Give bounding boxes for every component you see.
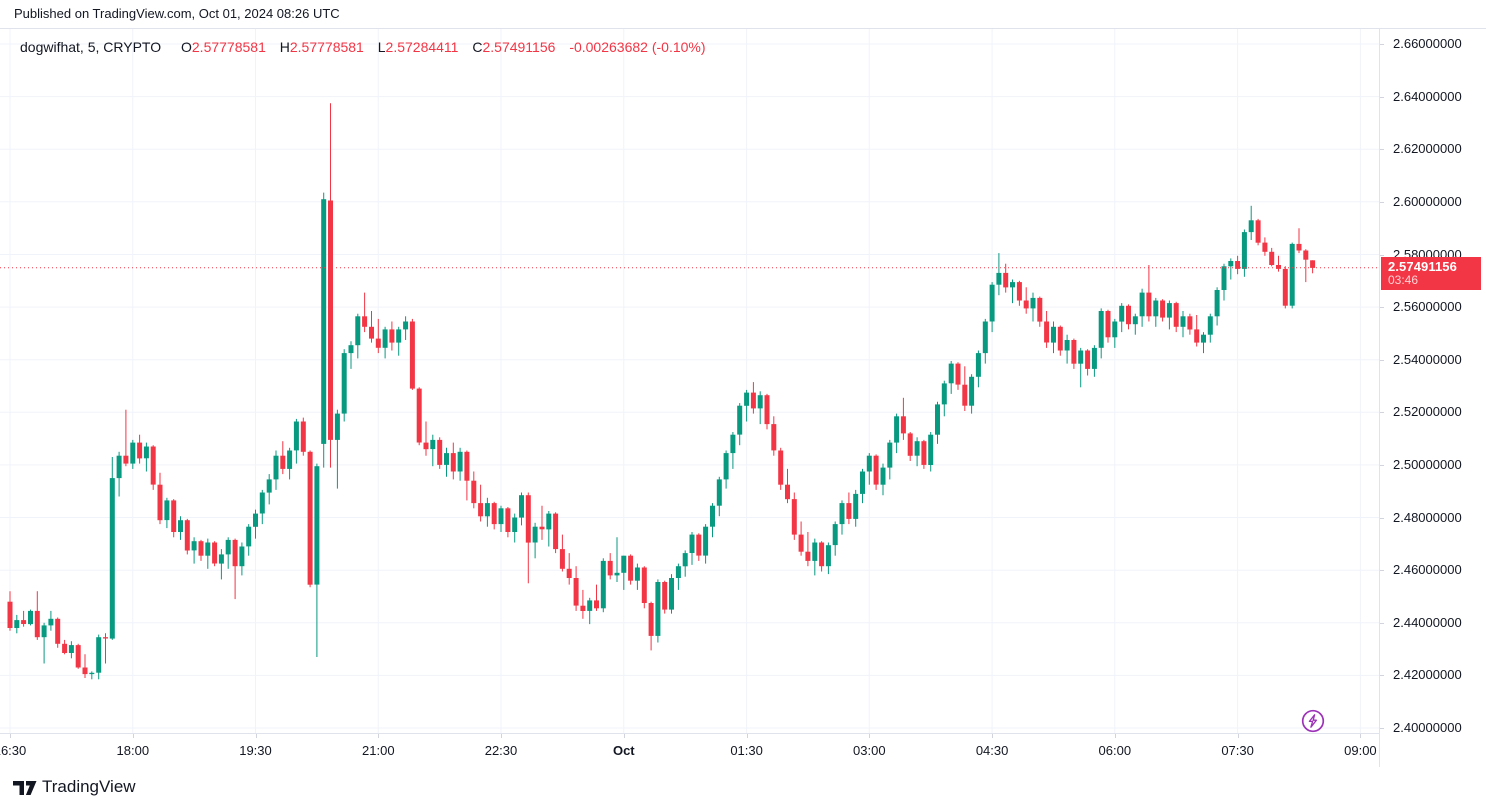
time-label: 06:00 (1098, 743, 1132, 758)
tradingview-logo-icon[interactable] (12, 779, 38, 797)
ohlc-open-value: 2.57778581 (191, 39, 266, 55)
price-tick (1380, 517, 1384, 519)
candles (7, 103, 1316, 680)
price-tick (1380, 464, 1384, 466)
time-tick (132, 734, 134, 738)
price-tick (1380, 307, 1384, 309)
ohlc-low-value: 2.57284411 (385, 39, 459, 55)
price-tick (1380, 96, 1384, 98)
time-tick (10, 734, 11, 738)
price-tick (1380, 201, 1384, 203)
symbol-legend[interactable]: dogwifhat, 5, CRYPTO O2.57778581 H2.5777… (20, 39, 706, 55)
ohlc-close-value: 2.57491156 (482, 39, 556, 55)
price-label: 2.52000000 (1393, 404, 1462, 420)
price-tick (1380, 149, 1384, 151)
ohlc-high-value: 2.57778581 (289, 39, 364, 55)
time-tick (1114, 734, 1116, 738)
time-tick (623, 734, 625, 738)
price-label: 2.40000000 (1393, 720, 1462, 735)
lightning-icon[interactable] (1300, 708, 1326, 734)
time-label: 21:00 (362, 743, 395, 758)
price-label: 2.60000000 (1393, 193, 1462, 209)
time-label: 04:30 (975, 743, 1009, 758)
ohlc-close-label: C (472, 39, 483, 55)
price-label: 2.64000000 (1393, 88, 1462, 104)
publish-text: Published on TradingView.com, Oct 01, 20… (14, 6, 340, 21)
price-label: 2.42000000 (1393, 667, 1462, 683)
last-price-value: 2.57491156 (1388, 258, 1457, 274)
time-tick (992, 734, 994, 738)
time-label: 09:00 (1344, 743, 1377, 758)
price-tick (1380, 412, 1384, 414)
price-tick (1380, 44, 1384, 45)
time-tick (1237, 734, 1239, 738)
time-tick (1360, 734, 1362, 738)
time-label: 18:00 (116, 743, 150, 758)
ohlc-open-label: O (181, 39, 192, 55)
candlestick-chart[interactable] (0, 29, 1379, 733)
time-label: 22:30 (484, 743, 518, 758)
price-tick (1380, 675, 1384, 677)
time-tick (746, 734, 748, 738)
change-value: -0.00263682 (-0.10%) (569, 39, 706, 55)
price-label: 2.56000000 (1393, 299, 1462, 315)
time-label: 16:30 (0, 743, 27, 758)
time-tick (501, 734, 502, 738)
tradingview-brand-text[interactable]: TradingView (42, 777, 136, 796)
ohlc-high-label: H (279, 39, 290, 55)
price-label: 2.44000000 (1393, 614, 1462, 630)
price-tick (1380, 254, 1384, 256)
time-label: 01:30 (730, 743, 763, 758)
price-label: 2.62000000 (1393, 141, 1462, 157)
time-label: 19:30 (239, 743, 272, 758)
price-tick (1380, 728, 1384, 729)
time-tick (255, 734, 257, 738)
time-axis[interactable]: 16:30 18:00 19:30 21:00 22:30 Oct 01:30 03:00 04… (0, 733, 1379, 768)
price-label: 2.48000000 (1393, 509, 1462, 525)
footer: TradingView (0, 767, 1486, 809)
price-tick (1380, 622, 1384, 624)
price-axis[interactable]: 2.57491156 03:46 2.66000000 2.64000000 2.6… (1379, 29, 1486, 767)
ohlc-low-label: L (377, 39, 386, 55)
time-tick (869, 734, 871, 738)
time-tick (378, 734, 380, 738)
time-label: Oct (612, 743, 635, 758)
last-price-label: 2.57491156 03:46 (1381, 256, 1481, 290)
lightning-icon-svg (1301, 709, 1325, 733)
price-label: 2.50000000 (1393, 456, 1462, 472)
price-label: 2.54000000 (1393, 351, 1462, 367)
publish-bar: Published on TradingView.com, Oct 01, 20… (0, 0, 1486, 29)
time-label: 07:30 (1221, 743, 1254, 758)
symbol-title[interactable]: dogwifhat, 5, CRYPTO (20, 39, 162, 55)
bar-countdown: 03:46 (1388, 272, 1419, 287)
price-label: 2.66000000 (1393, 36, 1462, 51)
time-label: 03:00 (853, 743, 886, 758)
price-tick (1380, 570, 1384, 572)
price-label: 2.46000000 (1393, 562, 1462, 578)
price-tick (1380, 359, 1384, 361)
